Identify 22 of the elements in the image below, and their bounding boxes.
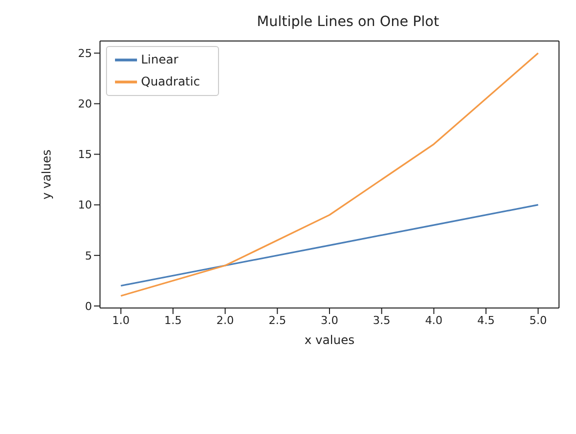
y-tick-label: 15 [78, 148, 92, 162]
chart-title: Multiple Lines on One Plot [256, 14, 440, 30]
x-tick-label: 1.0 [112, 314, 130, 327]
x-tick-label: 3.5 [372, 314, 390, 327]
x-tick-label: 2.5 [268, 314, 286, 327]
y-axis-title: y values [39, 150, 54, 200]
y-tick-label: 10 [78, 198, 92, 212]
y-tick-label: 0 [85, 300, 92, 313]
x-tick-label: 2.0 [216, 314, 234, 327]
x-tick-label: 4.0 [425, 314, 443, 327]
line-series [120, 204, 539, 287]
line-series [120, 52, 539, 297]
x-tick-label: 5.0 [529, 314, 547, 327]
y-tick-label: 20 [78, 98, 92, 111]
legend-label: Linear [141, 52, 178, 66]
y-tick-label: 25 [78, 47, 92, 60]
y-tick-label: 5 [85, 249, 92, 262]
x-tick-label: 3.0 [320, 314, 338, 327]
legend-label: Quadratic [141, 74, 200, 88]
x-tick-label: 4.5 [477, 314, 495, 327]
x-tick-label: 1.5 [164, 314, 182, 327]
x-axis-title: x values [304, 333, 354, 347]
